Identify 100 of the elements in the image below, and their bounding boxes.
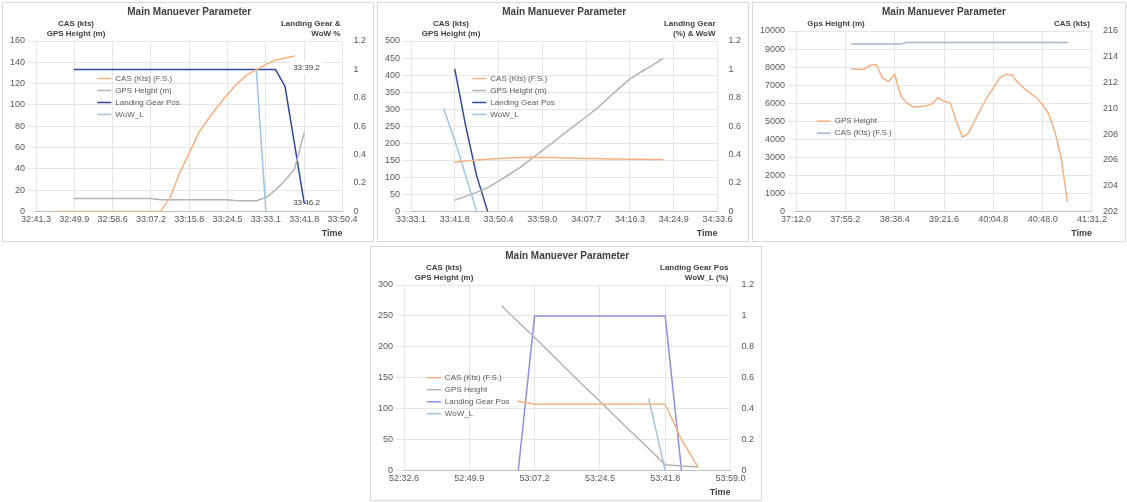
y-tick-label: 1000 xyxy=(765,187,786,198)
legend-label: CAS (Kts) (F.S.) xyxy=(115,73,173,83)
x-tick-label: 41:31.2 xyxy=(1076,214,1107,225)
x-tick-label: 34:16.3 xyxy=(614,214,645,225)
y-tick-label: 5000 xyxy=(765,115,786,126)
y-tick-label: 300 xyxy=(384,103,401,114)
y2-tick-label: 0.4 xyxy=(741,403,754,414)
legend-label: CAS (Kts) (F.S.) xyxy=(490,73,548,83)
y2-tick-label: 1.2 xyxy=(728,35,741,46)
x-tick-label: 33:24.5 xyxy=(212,214,243,225)
y-tick-label: 0 xyxy=(20,205,26,216)
y-tick-label: 60 xyxy=(15,141,26,152)
legend-label: WoW_L xyxy=(115,109,145,119)
y2-axis-title: CAS (kts) xyxy=(1053,19,1091,29)
x-tick-label: 53:59.0 xyxy=(715,473,746,484)
y-axis-title: CAS (kts) GPS Height (m) xyxy=(421,19,481,39)
y-tick-label: 150 xyxy=(384,154,401,165)
x-tick-label: 37:55.2 xyxy=(830,214,861,225)
y-tick-label: 20 xyxy=(15,184,26,195)
legend-label: Landing Gear Pos xyxy=(444,396,510,406)
y2-tick-label: 0.6 xyxy=(728,120,741,131)
legend-label: GPS Height (m) xyxy=(115,85,173,95)
y2-tick-label: 208 xyxy=(1102,128,1119,139)
x-tick-label: 53:41.8 xyxy=(650,473,681,484)
y2-tick-label: 1 xyxy=(353,63,359,74)
y2-tick-label: 0.2 xyxy=(353,177,366,188)
y-tick-label: 8000 xyxy=(765,61,786,72)
x-tick-label: 32:41.3 xyxy=(21,214,52,225)
x-tick-label: 32:49.9 xyxy=(59,214,90,225)
y2-tick-label: 0.4 xyxy=(353,149,366,160)
x-tick-label: 34:07.7 xyxy=(571,214,602,225)
y-tick-label: 250 xyxy=(377,310,394,321)
y-tick-label: 40 xyxy=(15,163,26,174)
legend-label: GPS Height xyxy=(834,116,878,126)
y-tick-label: 120 xyxy=(9,78,26,89)
y-tick-label: 0 xyxy=(395,205,401,216)
y-tick-label: 500 xyxy=(384,35,401,46)
x-tick-label: 33:59.0 xyxy=(527,214,558,225)
x-tick-label: 53:07.2 xyxy=(519,473,550,484)
x-tick-label: 39:21.6 xyxy=(928,214,960,225)
x-tick-label: 33:50.4 xyxy=(483,214,514,225)
chart-title: Main Manuever Parameter xyxy=(127,5,252,17)
y-tick-label: 2000 xyxy=(765,169,786,180)
y2-tick-label: 0.8 xyxy=(728,92,741,103)
y2-tick-label: 212 xyxy=(1102,77,1119,88)
y-tick-label: 0 xyxy=(388,464,394,475)
legend-label: GPS Height (m) xyxy=(490,85,548,95)
y-axis-title: CAS (kts) GPS Height (m) xyxy=(46,19,106,39)
x-tick-label: 33:33.1 xyxy=(396,214,427,225)
y2-axis-title: Landing Gear Pos WoW_L (%) xyxy=(660,263,730,283)
x-tick-label: 40:48.0 xyxy=(1027,214,1058,225)
y2-tick-label: 204 xyxy=(1102,180,1119,191)
x-tick-label: 34:33.6 xyxy=(702,214,733,225)
x-tick-label: 52:49.9 xyxy=(454,473,485,484)
y2-tick-label: 1 xyxy=(728,63,734,74)
y-tick-label: 100 xyxy=(384,171,401,182)
x-tick-label: 34:24.9 xyxy=(658,214,689,225)
y2-tick-label: 1 xyxy=(741,310,747,321)
y2-tick-label: 202 xyxy=(1102,205,1119,216)
y2-tick-label: 0 xyxy=(728,205,734,216)
x-tick-label: 53:24.5 xyxy=(584,473,615,484)
y-tick-label: 50 xyxy=(383,433,394,444)
annotation: 33:46.2 xyxy=(293,198,321,208)
y2-tick-label: 1.2 xyxy=(741,279,754,290)
y-tick-label: 6000 xyxy=(765,97,786,108)
y-tick-label: 150 xyxy=(377,372,394,383)
y-tick-label: 80 xyxy=(15,120,26,131)
y2-tick-label: 206 xyxy=(1102,154,1119,165)
x-tick-label: 33:33.1 xyxy=(250,214,281,225)
legend-label: Landing Gear Pos xyxy=(115,97,180,107)
y2-tick-label: 0.4 xyxy=(728,149,741,160)
y-tick-label: 450 xyxy=(384,52,401,63)
x-axis-title: Time xyxy=(1071,228,1092,239)
y-tick-label: 400 xyxy=(384,69,401,80)
y2-tick-label: 0 xyxy=(741,464,747,475)
x-tick-label: 40:04.8 xyxy=(978,214,1009,225)
y2-tick-label: 0.2 xyxy=(741,433,754,444)
y2-tick-label: 0.8 xyxy=(353,92,366,103)
y2-axis-title: Landing Gear (%) & WoW xyxy=(663,19,716,39)
x-tick-label: 33:41.8 xyxy=(439,214,470,225)
y2-tick-label: 0.8 xyxy=(741,341,754,352)
y2-tick-label: 0.6 xyxy=(741,372,754,383)
x-tick-label: 52:32.6 xyxy=(389,473,420,484)
y-tick-label: 250 xyxy=(384,120,401,131)
y-tick-label: 350 xyxy=(384,86,401,97)
x-tick-label: 38:38.4 xyxy=(879,214,910,225)
y2-axis-title: Landing Gear & WoW % xyxy=(280,19,341,39)
chart-title: Main Manuever Parameter xyxy=(502,5,627,17)
y-tick-label: 140 xyxy=(9,56,26,67)
y-tick-label: 4000 xyxy=(765,133,786,144)
x-axis-title: Time xyxy=(696,228,718,239)
y-tick-label: 100 xyxy=(377,403,394,414)
x-tick-label: 33:15.8 xyxy=(174,214,205,225)
y2-tick-label: 0 xyxy=(353,205,359,216)
x-tick-label: 33:41.8 xyxy=(289,214,320,225)
y-tick-label: 10000 xyxy=(760,25,786,36)
legend-label: WoW_L xyxy=(490,109,520,119)
legend-label: Landing Gear Pos xyxy=(490,97,555,107)
y-tick-label: 160 xyxy=(9,35,26,46)
y-tick-label: 50 xyxy=(390,188,401,199)
